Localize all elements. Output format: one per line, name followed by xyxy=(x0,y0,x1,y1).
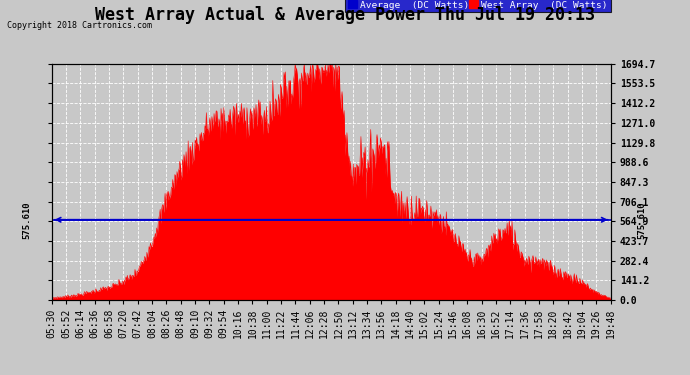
Text: 575.610: 575.610 xyxy=(22,201,31,238)
Legend: Average  (DC Watts), West Array  (DC Watts): Average (DC Watts), West Array (DC Watts… xyxy=(345,0,611,12)
Text: West Array Actual & Average Power Thu Jul 19 20:13: West Array Actual & Average Power Thu Ju… xyxy=(95,6,595,24)
Text: Copyright 2018 Cartronics.com: Copyright 2018 Cartronics.com xyxy=(7,21,152,30)
Text: 575.610: 575.610 xyxy=(637,201,646,238)
